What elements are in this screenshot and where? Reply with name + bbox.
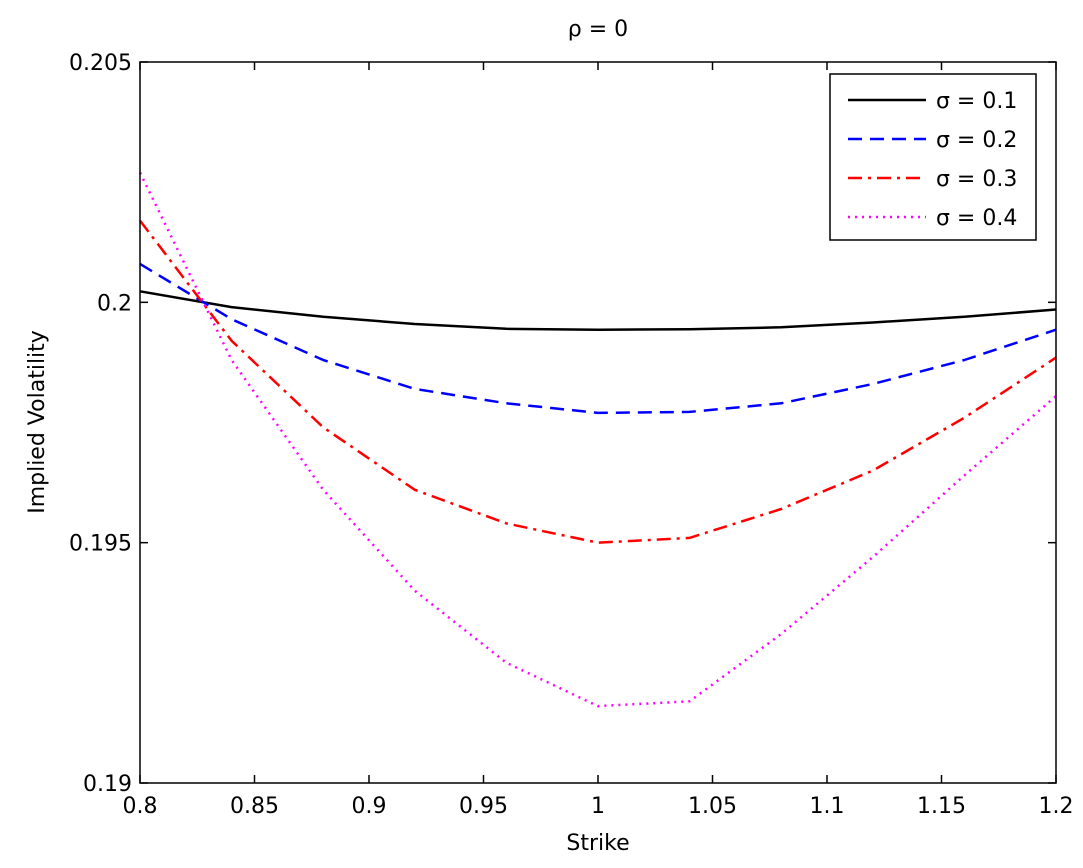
series-line-4 bbox=[138, 172, 1057, 708]
legend-label-1: σ = 0.1 bbox=[936, 89, 1017, 114]
legend-label-4: σ = 0.4 bbox=[936, 206, 1017, 231]
legend-box bbox=[829, 73, 1037, 241]
x-tick-label: 0.9 bbox=[352, 794, 387, 819]
x-tick-label: 1.15 bbox=[917, 794, 966, 819]
ticks-layer: 0.8 0.85 0.9 0.95 1 1.05 1.1 1.15 1.2 0.19 0.195 0.… bbox=[69, 51, 1073, 819]
x-tick-label: 0.85 bbox=[230, 794, 279, 819]
legend-label-3: σ = 0.3 bbox=[936, 167, 1017, 192]
x-tick-label: 0.95 bbox=[459, 794, 508, 819]
legend: σ = 0.1 σ = 0.2 σ = 0.3 σ = 0.4 bbox=[829, 73, 1037, 241]
y-axis-label: Implied Volatility bbox=[25, 330, 50, 514]
series-line-1 bbox=[139, 290, 1057, 331]
x-tick-label: 1.05 bbox=[688, 794, 737, 819]
y-tick-label: 0.195 bbox=[69, 532, 132, 557]
x-tick-label: 1.2 bbox=[1039, 794, 1074, 819]
chart-title: ρ = 0 bbox=[568, 17, 628, 42]
x-tick-label: 1.1 bbox=[810, 794, 845, 819]
x-tick-label: 0.8 bbox=[123, 794, 158, 819]
series-layer bbox=[138, 172, 1057, 708]
series-line-2 bbox=[139, 262, 1057, 415]
series-line-3 bbox=[139, 219, 1057, 544]
x-axis-label: Strike bbox=[566, 831, 629, 856]
x-tick-label: 1 bbox=[591, 794, 605, 819]
legend-label-2: σ = 0.2 bbox=[936, 128, 1017, 153]
y-tick-label: 0.19 bbox=[83, 772, 132, 797]
y-tick-label: 0.2 bbox=[97, 291, 132, 316]
y-tick-label: 0.205 bbox=[69, 51, 132, 76]
